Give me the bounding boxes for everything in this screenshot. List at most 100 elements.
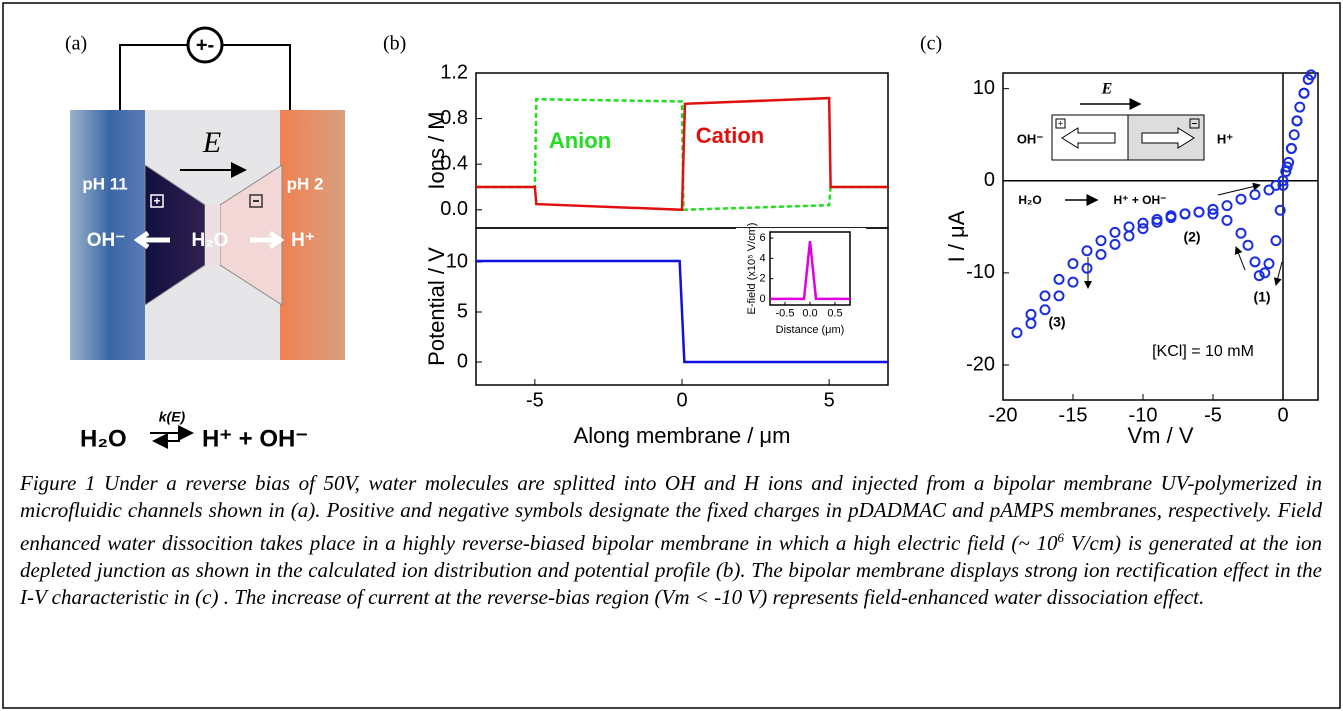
y-tick-label: 4: [759, 252, 765, 264]
y-axis-label: Potential / V: [424, 247, 449, 366]
series-label: Anion: [549, 128, 611, 153]
svg-text:+-: +-: [196, 34, 214, 56]
x-tick-label: -5: [526, 389, 544, 411]
data-point: [1123, 221, 1135, 233]
svg-text:+: +: [153, 194, 160, 208]
data-point: [1137, 217, 1149, 229]
annotation: H⁺ + OH⁻: [1113, 193, 1166, 207]
y-tick-label: -10: [966, 261, 995, 283]
data-point: [1291, 115, 1303, 127]
y-tick-label: 6: [759, 232, 765, 244]
schematic: +: [1051, 98, 1283, 289]
y-tick-label: 0.8: [440, 107, 468, 129]
caption-superscript: 6: [1057, 530, 1065, 545]
annotation: (3): [1048, 314, 1065, 330]
y-axis-label: E-field (x10⁵ V/cm): [746, 223, 758, 315]
equation-term: H⁺ + OH⁻: [202, 425, 308, 452]
data-point: [1263, 184, 1275, 196]
caption-text: V/cm) is generated at the ion depleted j…: [20, 531, 1322, 609]
annotation: H⁺: [1217, 131, 1233, 146]
data-point: [1259, 267, 1271, 279]
field-label: E: [202, 126, 221, 159]
data-point: [1285, 143, 1297, 155]
y-tick-label: 10: [446, 250, 468, 272]
x-tick-label: 0.5: [827, 308, 842, 320]
data-point: [1109, 226, 1121, 238]
data-point: [1302, 73, 1314, 85]
y-tick-label: 0.4: [440, 152, 468, 174]
x-tick-label: -0.5: [776, 308, 795, 320]
panel-label: (b): [383, 33, 406, 55]
data-point: [1242, 239, 1254, 251]
data-point: [1249, 256, 1261, 268]
data-point: [1235, 227, 1247, 239]
data-point: [1053, 290, 1065, 302]
ion-label: H₂O: [192, 230, 229, 251]
y-tick-label: 0: [457, 350, 468, 372]
device-picture: +- +: [70, 26, 345, 360]
x-axis-label: Vm / V: [1127, 423, 1193, 448]
ion-label: OH⁻: [87, 230, 126, 251]
y-tick-label: 0: [759, 293, 765, 305]
series-label: Cation: [696, 123, 764, 148]
data-point: [1081, 262, 1093, 274]
data-point: [1281, 161, 1293, 173]
y-tick-label: 1.2: [440, 61, 468, 83]
data-point: [1193, 206, 1205, 218]
data-point: [1109, 238, 1121, 250]
data-point: [1039, 290, 1051, 302]
equation-rate: k(E): [159, 409, 186, 425]
x-tick-label: -10: [1129, 404, 1158, 426]
x-tick-label: 0: [676, 389, 687, 411]
y-axis-label: I / μA: [944, 210, 969, 262]
data-point: [1151, 216, 1163, 228]
annotation: H₂O: [1018, 193, 1041, 207]
inset-background: [736, 228, 866, 348]
y-tick-label: 0: [984, 169, 995, 191]
data-point: [1081, 245, 1093, 257]
x-tick-label: 0.0: [802, 308, 817, 320]
data-point: [1207, 208, 1219, 220]
data-point: [1137, 223, 1149, 235]
data-point: [1179, 208, 1191, 220]
data-point: [1053, 273, 1065, 285]
data-point: [1270, 235, 1282, 247]
annotation: E: [1101, 81, 1113, 98]
data-point: [1249, 189, 1261, 201]
data-point: [1011, 327, 1023, 339]
y-tick-label: 0.0: [440, 198, 468, 220]
data-point: [1165, 212, 1177, 224]
annotation: OH⁻: [1017, 131, 1044, 146]
x-axis-label: Along membrane / μm: [574, 423, 791, 448]
x-tick-label: -5: [1204, 404, 1222, 426]
data-line: [476, 96, 888, 212]
equation-term: H₂O: [80, 425, 127, 452]
data-point: [1298, 87, 1310, 99]
x-tick-label: 0: [1277, 404, 1288, 426]
data-point: [1263, 258, 1275, 270]
y-tick-label: -20: [966, 353, 995, 375]
data-point: [1025, 318, 1037, 330]
data-point: [1288, 129, 1300, 141]
x-tick-label: -20: [989, 404, 1018, 426]
annotation: (1): [1253, 289, 1270, 305]
data-point: [1039, 304, 1051, 316]
data-point: [1095, 235, 1107, 247]
annotation: (2): [1183, 229, 1200, 245]
y-tick-label: 5: [457, 300, 468, 322]
x-tick-label: 5: [824, 389, 835, 411]
ion-label: H⁺: [291, 230, 315, 251]
data-point: [1221, 200, 1233, 212]
data-line: [476, 259, 888, 364]
y-tick-label: 2: [759, 273, 765, 285]
panel-label: (a): [65, 33, 87, 55]
ph-label: pH 2: [287, 174, 324, 193]
data-point: [1067, 276, 1079, 288]
y-tick-label: 10: [973, 77, 995, 99]
plot-frame: [1002, 72, 1319, 401]
data-point: [1207, 203, 1219, 215]
data-point: [1221, 214, 1233, 226]
equilibrium-arrow: [150, 425, 194, 449]
